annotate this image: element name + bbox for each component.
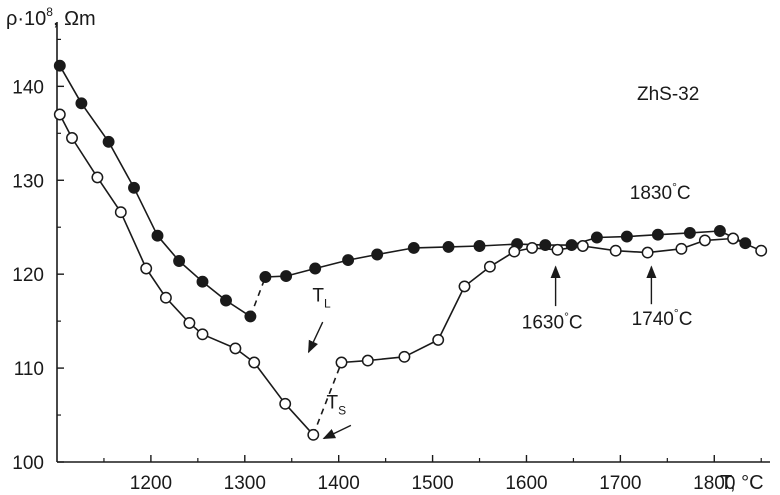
data-point-open [196, 328, 209, 341]
data-point-filled [244, 310, 257, 323]
data-point-open [279, 397, 292, 410]
data-point-filled [173, 255, 186, 267]
data-point-open [458, 280, 471, 293]
data-point-filled [651, 228, 664, 241]
data-point-filled [539, 239, 552, 252]
data-point-open [526, 241, 539, 254]
series-1-solid-line [265, 230, 746, 278]
data-point-open [698, 234, 711, 247]
data-point-open [66, 132, 78, 144]
data-point-open [675, 242, 688, 255]
data-point-open [398, 350, 411, 363]
data-point-open [432, 333, 445, 346]
annotation-5: TS [322, 393, 352, 440]
data-point-open [361, 354, 374, 367]
data-point-filled [473, 240, 486, 252]
data-point-open [183, 317, 196, 329]
data-point-open [229, 342, 242, 355]
data-point-filled [407, 241, 420, 254]
data-point-filled [151, 229, 164, 242]
x-tick-label: 1600 [505, 473, 547, 494]
series-1-dashed-line [249, 276, 267, 317]
annotation-4: TL [307, 285, 331, 354]
x-tick-label: 1400 [318, 473, 360, 494]
data-point-filled [196, 275, 209, 288]
data-point-filled [371, 248, 384, 261]
data-point-open [755, 244, 768, 257]
data-point-filled [280, 270, 293, 283]
data-point-open [335, 356, 348, 369]
data-point-open [140, 262, 153, 275]
series-1-solid-line [59, 65, 251, 318]
data-point-filled [342, 254, 355, 267]
x-tick-label: 1500 [411, 473, 453, 494]
data-point-open [641, 246, 654, 259]
annotations: 1830°C 1630°C 1740°C TL TS [307, 180, 693, 440]
data-point-open [91, 171, 104, 184]
data-point-open [609, 244, 622, 257]
axes: 100 110 120 130 140 1200 1300 1400 1500 1600 1700 1… [6, 5, 770, 494]
series-layer [53, 59, 768, 441]
annotation-text: 1630°C [522, 310, 583, 334]
annotation-2: 1630°C [522, 265, 583, 334]
annotation-text: TL [312, 285, 331, 310]
annotation-1: 1830°C [630, 180, 691, 204]
y-tick-label: 110 [14, 359, 44, 380]
series-1 [53, 59, 752, 323]
data-point-filled [309, 262, 322, 275]
y-tick-label: 130 [12, 171, 44, 192]
annotation-arrow [307, 321, 324, 354]
data-point-open [53, 108, 66, 121]
x-tick-label: 1800 [693, 473, 735, 494]
data-point-open [727, 232, 740, 245]
y-tick-label: 120 [12, 265, 44, 286]
series-2-dashed-line [312, 362, 343, 436]
sample-label: ZhS-32 [637, 84, 699, 105]
data-point-open [551, 243, 564, 256]
x-tick-label: 1200 [130, 473, 172, 494]
x-axis-title: T, °C [720, 472, 764, 494]
data-point-filled [620, 230, 633, 243]
data-point-open [248, 356, 261, 369]
data-point-filled [53, 59, 66, 72]
y-tick-label: 100 [12, 453, 44, 474]
data-point-filled [442, 240, 455, 253]
data-point-filled [713, 225, 726, 237]
data-point-filled [683, 226, 696, 239]
annotation-text: 1740°C [632, 306, 693, 330]
data-point-open [483, 260, 496, 273]
data-point-open [508, 245, 521, 258]
series-2-solid-line [59, 114, 314, 436]
x-tick-label: 1700 [599, 473, 641, 494]
series-2-solid-line [341, 237, 762, 364]
data-point-filled [102, 135, 115, 148]
data-point-filled [128, 181, 140, 194]
y-tick-label: 140 [12, 77, 44, 98]
annotation-arrow [322, 424, 352, 440]
annotation-text: TS [327, 393, 347, 418]
data-point-filled [590, 231, 603, 244]
data-point-open [159, 291, 172, 304]
y-axis-title: ρ·108, Ωm [6, 5, 96, 30]
annotation-text: 1830°C [630, 180, 691, 204]
data-point-open [307, 428, 320, 441]
annotation-3: 1740°C [632, 265, 693, 330]
data-point-filled [220, 294, 232, 307]
data-point-open [114, 206, 127, 219]
data-point-filled [259, 271, 272, 283]
series-2 [53, 108, 768, 441]
x-tick-label: 1300 [224, 473, 266, 494]
data-point-open [576, 240, 589, 252]
data-point-filled [75, 97, 88, 110]
